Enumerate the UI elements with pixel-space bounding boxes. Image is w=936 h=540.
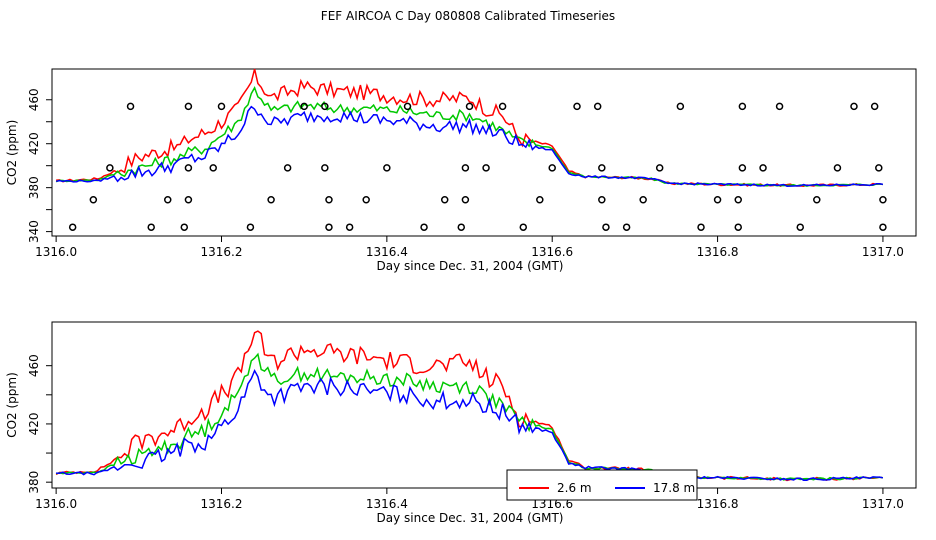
data-point-marker — [147, 223, 155, 231]
figure-title: FEF AIRCOA C Day 080808 Calibrated Times… — [320, 9, 616, 23]
data-point-marker — [440, 195, 449, 204]
x-tick-label: 1317.0 — [862, 497, 904, 511]
data-point-marker — [267, 195, 275, 204]
x-tick-label: 1316.0 — [35, 497, 77, 511]
data-point-marker — [209, 164, 217, 172]
data-point-marker — [345, 223, 354, 231]
data-point-marker — [598, 164, 606, 172]
x-tick-label: 1316.4 — [366, 245, 408, 259]
data-point-marker — [126, 102, 135, 111]
data-point-marker — [321, 164, 329, 172]
y-tick-label: 460 — [27, 354, 41, 377]
data-point-marker — [321, 102, 329, 111]
data-point-marker — [184, 195, 193, 204]
data-point-marker — [383, 164, 391, 172]
x-tick-label: 1316.0 — [35, 245, 77, 259]
data-point-marker — [598, 195, 606, 204]
data-point-marker — [879, 223, 887, 231]
data-point-marker — [639, 195, 647, 204]
data-point-marker — [325, 223, 333, 231]
data-point-marker — [796, 223, 804, 231]
data-point-marker — [734, 195, 742, 204]
y-tick-label: 420 — [27, 412, 41, 435]
series-line-green — [55, 352, 884, 481]
data-point-marker — [536, 195, 544, 204]
x-axis-label: Day since Dec. 31, 2004 (GMT) — [377, 511, 564, 525]
x-tick-label: 1316.6 — [531, 245, 573, 259]
y-axis-label: CO2 (ppm) — [5, 120, 19, 186]
data-point-marker — [738, 164, 747, 172]
data-point-marker — [164, 195, 172, 204]
data-point-marker — [283, 164, 292, 172]
data-point-marker — [573, 102, 581, 111]
plot-frame-2 — [51, 321, 917, 489]
data-point-marker — [813, 195, 821, 204]
x-tick-label: 1316.2 — [200, 245, 242, 259]
data-point-marker — [738, 102, 747, 111]
data-point-marker — [184, 102, 193, 111]
data-point-marker — [879, 195, 887, 204]
data-point-marker — [420, 223, 428, 231]
data-point-marker — [498, 102, 507, 111]
data-point-marker — [217, 102, 226, 111]
y-tick-label: 380 — [27, 176, 41, 199]
x-tick-label: 1316.8 — [697, 245, 739, 259]
legend-label: 2.6 m — [557, 481, 592, 495]
x-tick-label: 1316.2 — [200, 497, 242, 511]
data-point-marker — [850, 102, 858, 111]
series-line-blue — [55, 105, 884, 187]
plot-frame-1 — [51, 68, 917, 237]
x-tick-label: 1316.4 — [366, 497, 408, 511]
data-point-marker — [602, 223, 610, 231]
y-tick-label: 420 — [27, 132, 41, 155]
series-line-red — [55, 330, 884, 482]
data-point-marker — [457, 223, 466, 231]
legend-box — [506, 469, 698, 501]
y-tick-label: 380 — [27, 471, 41, 494]
data-point-marker — [775, 102, 784, 111]
data-point-marker — [461, 164, 470, 172]
data-point-marker — [180, 223, 189, 231]
y-tick-label: 460 — [27, 88, 41, 111]
data-point-marker — [548, 164, 556, 172]
data-point-marker — [482, 164, 490, 172]
x-tick-label: 1316.8 — [697, 497, 739, 511]
legend-label: 17.8 m — [653, 481, 695, 495]
x-axis-label: Day since Dec. 31, 2004 (GMT) — [377, 259, 564, 273]
data-point-marker — [362, 195, 370, 204]
y-axis-label: CO2 (ppm) — [5, 372, 19, 438]
data-point-marker — [106, 164, 114, 172]
data-point-marker — [759, 164, 767, 172]
data-point-marker — [519, 223, 528, 231]
data-point-marker — [300, 102, 308, 111]
data-point-marker — [875, 164, 883, 172]
data-point-marker — [870, 102, 879, 111]
data-point-marker — [184, 164, 193, 172]
data-point-marker — [676, 102, 685, 111]
data-point-marker — [465, 102, 474, 111]
data-point-marker — [246, 223, 255, 231]
data-point-marker — [325, 195, 333, 204]
data-point-marker — [622, 223, 631, 231]
series-line-red — [56, 68, 884, 188]
series-line-blue — [56, 368, 884, 481]
data-point-marker — [403, 102, 412, 111]
data-point-marker — [89, 195, 98, 204]
y-tick-label: 340 — [27, 220, 41, 243]
data-point-marker — [697, 223, 705, 231]
data-point-marker — [593, 102, 602, 111]
data-point-marker — [461, 195, 470, 204]
data-point-marker — [68, 223, 77, 231]
x-tick-label: 1317.0 — [862, 245, 904, 259]
data-point-marker — [734, 223, 742, 231]
data-point-marker — [713, 195, 722, 204]
data-point-marker — [655, 164, 664, 172]
data-point-marker — [833, 164, 842, 172]
